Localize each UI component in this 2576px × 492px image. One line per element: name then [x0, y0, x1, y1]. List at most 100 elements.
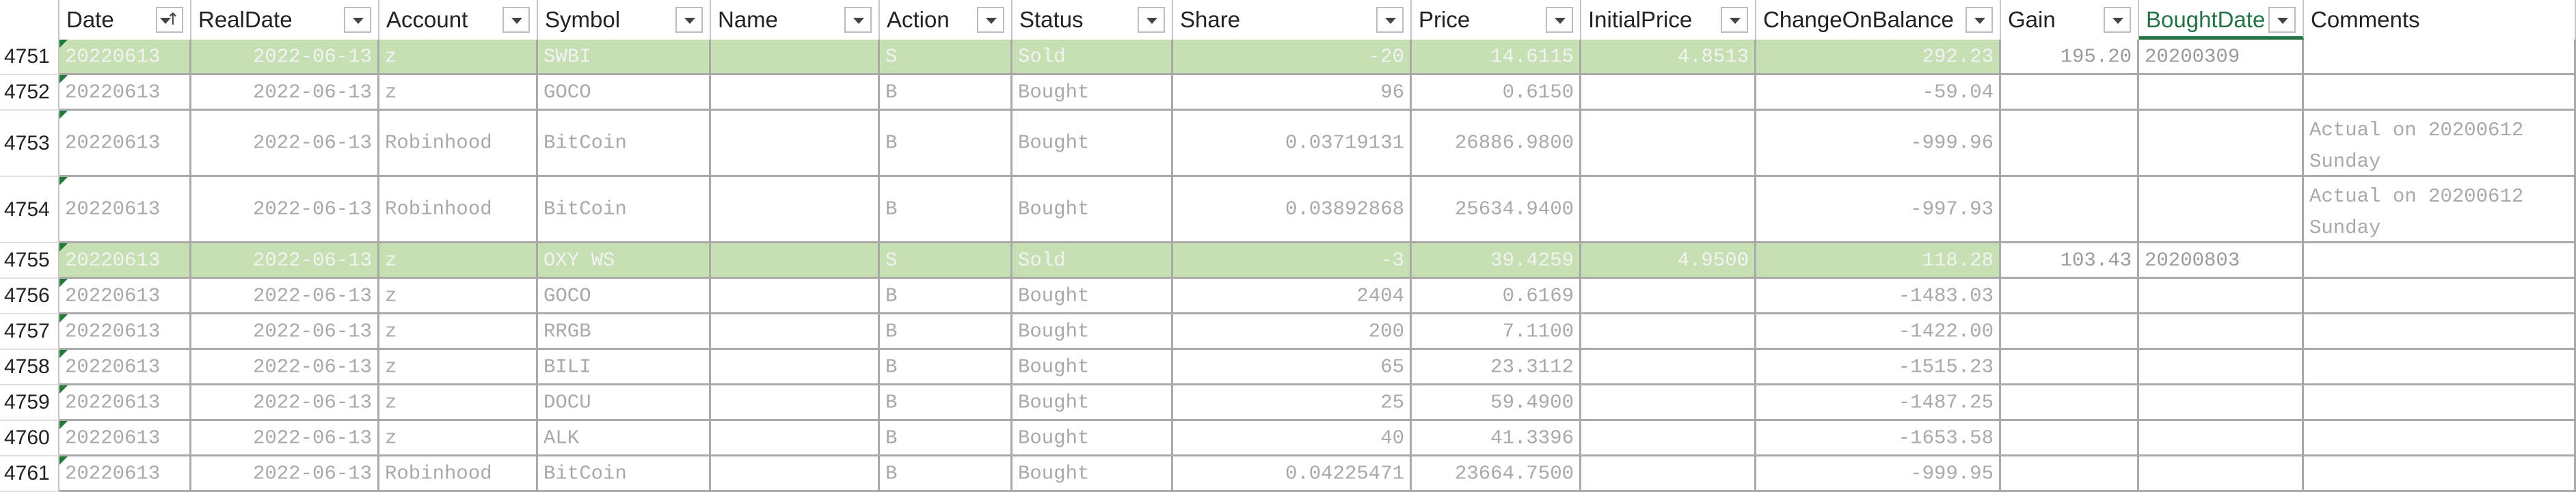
column-header-changeonbalance[interactable]: ChangeOnBalance [1756, 0, 2001, 40]
filter-dropdown-button[interactable]: ↑ [156, 7, 183, 33]
cell-status[interactable]: Bought [1012, 385, 1173, 421]
filter-dropdown-button[interactable] [1721, 7, 1748, 33]
cell-symbol[interactable]: BitCoin [538, 456, 711, 492]
filter-dropdown-button[interactable] [2104, 7, 2131, 33]
cell-status[interactable]: Bought [1012, 177, 1173, 243]
row-header[interactable]: 4752 [0, 75, 59, 111]
cell-share[interactable]: 25 [1173, 385, 1412, 421]
filter-dropdown-button[interactable] [1138, 7, 1165, 33]
cell-initialprice[interactable]: 4.9500 [1581, 243, 1756, 279]
row-header[interactable]: 4756 [0, 279, 59, 314]
cell-boughtdate[interactable] [2139, 456, 2304, 492]
cell-boughtdate[interactable] [2139, 177, 2304, 243]
cell-name[interactable] [711, 314, 880, 350]
cell-initialprice[interactable]: 4.8513 [1581, 40, 1756, 75]
cell-symbol[interactable]: GOCO [538, 75, 711, 111]
cell-symbol[interactable]: GOCO [538, 279, 711, 314]
cell-share[interactable]: -3 [1173, 243, 1412, 279]
cell-realdate[interactable]: 2022-06-13 [191, 75, 379, 111]
cell-boughtdate[interactable]: 20200803 [2139, 243, 2304, 279]
cell-date[interactable]: 20220613 [59, 385, 191, 421]
row-header[interactable]: 4758 [0, 350, 59, 385]
cell-account[interactable]: Robinhood [379, 111, 538, 177]
cell-comments[interactable] [2304, 421, 2576, 456]
cell-date[interactable]: 20220613 [59, 350, 191, 385]
cell-share[interactable]: 96 [1173, 75, 1412, 111]
cell-name[interactable] [711, 111, 880, 177]
cell-name[interactable] [711, 177, 880, 243]
cell-account[interactable]: Robinhood [379, 456, 538, 492]
cell-account[interactable]: z [379, 279, 538, 314]
cell-status[interactable]: Bought [1012, 279, 1173, 314]
filter-dropdown-button[interactable] [344, 7, 371, 33]
cell-status[interactable]: Bought [1012, 75, 1173, 111]
cell-comments[interactable] [2304, 75, 2576, 111]
cell-initialprice[interactable] [1581, 385, 1756, 421]
cell-action[interactable]: B [880, 421, 1012, 456]
cell-share[interactable]: 65 [1173, 350, 1412, 385]
cell-status[interactable]: Sold [1012, 243, 1173, 279]
cell-name[interactable] [711, 40, 880, 75]
cell-status[interactable]: Bought [1012, 111, 1173, 177]
cell-date[interactable]: 20220613 [59, 177, 191, 243]
cell-name[interactable] [711, 243, 880, 279]
cell-realdate[interactable]: 2022-06-13 [191, 279, 379, 314]
cell-action[interactable]: B [880, 456, 1012, 492]
row-header[interactable]: 4757 [0, 314, 59, 350]
cell-share[interactable]: 0.04225471 [1173, 456, 1412, 492]
cell-boughtdate[interactable]: 20200309 [2139, 40, 2304, 75]
cell-action[interactable]: B [880, 177, 1012, 243]
cell-price[interactable]: 0.6169 [1412, 279, 1581, 314]
cell-symbol[interactable]: RRGB [538, 314, 711, 350]
column-header-share[interactable]: Share [1173, 0, 1412, 40]
cell-price[interactable]: 23664.7500 [1412, 456, 1581, 492]
filter-dropdown-button[interactable] [977, 7, 1004, 33]
row-header[interactable]: 4754 [0, 177, 59, 243]
cell-action[interactable]: B [880, 314, 1012, 350]
column-header-comments[interactable]: Comments [2304, 0, 2576, 40]
cell-date[interactable]: 20220613 [59, 421, 191, 456]
cell-symbol[interactable]: BILI [538, 350, 711, 385]
cell-boughtdate[interactable] [2139, 385, 2304, 421]
column-header-date[interactable]: Date ↑ [59, 0, 191, 40]
row-header[interactable]: 4759 [0, 385, 59, 421]
cell-price[interactable]: 14.6115 [1412, 40, 1581, 75]
row-header[interactable]: 4755 [0, 243, 59, 279]
cell-account[interactable]: z [379, 350, 538, 385]
row-header[interactable]: 4753 [0, 111, 59, 177]
cell-share[interactable]: 0.03719131 [1173, 111, 1412, 177]
cell-realdate[interactable]: 2022-06-13 [191, 350, 379, 385]
cell-changeonbalance[interactable]: -999.96 [1756, 111, 2001, 177]
filter-dropdown-button[interactable] [502, 7, 530, 33]
cell-action[interactable]: B [880, 279, 1012, 314]
cell-realdate[interactable]: 2022-06-13 [191, 385, 379, 421]
cell-date[interactable]: 20220613 [59, 75, 191, 111]
cell-changeonbalance[interactable]: -997.93 [1756, 177, 2001, 243]
cell-action[interactable]: S [880, 243, 1012, 279]
column-header-boughtdate[interactable]: BoughtDate [2139, 0, 2304, 40]
cell-share[interactable]: 200 [1173, 314, 1412, 350]
cell-price[interactable]: 23.3112 [1412, 350, 1581, 385]
cell-symbol[interactable]: SWBI [538, 40, 711, 75]
cell-date[interactable]: 20220613 [59, 279, 191, 314]
cell-gain[interactable] [2001, 111, 2139, 177]
cell-comments[interactable] [2304, 456, 2576, 492]
cell-initialprice[interactable] [1581, 314, 1756, 350]
cell-account[interactable]: z [379, 314, 538, 350]
cell-price[interactable]: 39.4259 [1412, 243, 1581, 279]
cell-share[interactable]: 0.03892868 [1173, 177, 1412, 243]
cell-status[interactable]: Bought [1012, 456, 1173, 492]
cell-changeonbalance[interactable]: 292.23 [1756, 40, 2001, 75]
cell-boughtdate[interactable] [2139, 279, 2304, 314]
cell-realdate[interactable]: 2022-06-13 [191, 456, 379, 492]
row-header[interactable]: 4751 [0, 40, 59, 75]
cell-realdate[interactable]: 2022-06-13 [191, 421, 379, 456]
cell-comments[interactable]: Actual on 20200612 Sunday [2304, 111, 2576, 177]
filter-dropdown-button[interactable] [1965, 7, 1993, 33]
cell-comments[interactable] [2304, 40, 2576, 75]
cell-gain[interactable] [2001, 75, 2139, 111]
cell-changeonbalance[interactable]: -999.95 [1756, 456, 2001, 492]
cell-action[interactable]: B [880, 111, 1012, 177]
cell-realdate[interactable]: 2022-06-13 [191, 177, 379, 243]
cell-date[interactable]: 20220613 [59, 456, 191, 492]
